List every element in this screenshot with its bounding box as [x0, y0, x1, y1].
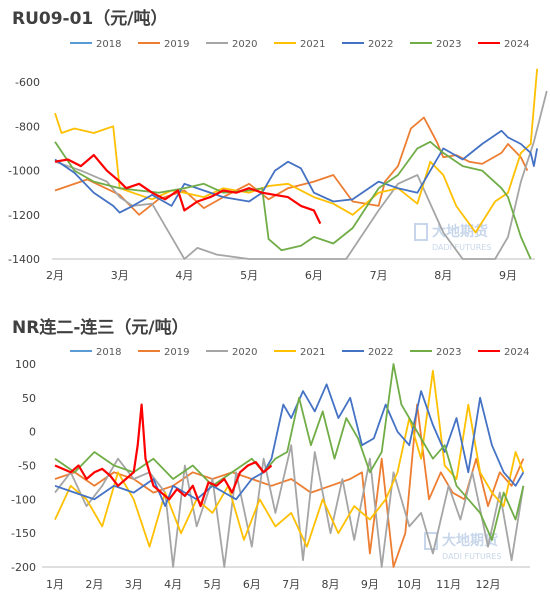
series-line-2021 — [54, 369, 525, 548]
y-tick-label: -800 — [15, 120, 40, 133]
chart-title: NR连二-连三（元/吨） — [12, 317, 189, 338]
legend-label: 2022 — [368, 347, 393, 358]
watermark-subtext: DADI FUTURES — [432, 243, 491, 252]
series-line-2021 — [54, 68, 538, 234]
x-tick-label: 3月 — [111, 269, 129, 282]
legend-label: 2020 — [232, 39, 257, 50]
y-tick-label: -100 — [11, 493, 36, 506]
legend-label: 2024 — [504, 39, 529, 50]
series-line-2020 — [54, 444, 525, 568]
legend-label: 2022 — [368, 39, 393, 50]
series-line-2022 — [54, 383, 525, 508]
chart-nr-spread: NR连二-连三（元/吨） 2018 2019 2020 2021 2022 2023 202… — [11, 317, 530, 591]
legend-label: 2019 — [164, 347, 189, 358]
x-tick-label: 7月 — [282, 578, 300, 591]
x-tick-label: 12月 — [476, 578, 501, 591]
chart-legend: 2018 2019 2020 2021 2022 2023 2024 — [70, 347, 529, 358]
legend-label: 2021 — [300, 347, 325, 358]
x-tick-label: 11月 — [436, 578, 461, 591]
y-tick-label: -1000 — [8, 165, 40, 178]
y-tick-label: -600 — [15, 76, 40, 89]
y-tick-label: -1400 — [8, 253, 40, 266]
x-tick-label: 8月 — [434, 269, 452, 282]
chart-legend: 2018 2019 2020 2021 2022 2023 2024 — [70, 39, 529, 50]
x-tick-label: 2月 — [85, 578, 103, 591]
legend-label: 2023 — [436, 347, 461, 358]
watermark-logo-icon — [414, 223, 428, 241]
x-tick-label: 5月 — [203, 578, 221, 591]
legend-label: 2020 — [232, 347, 257, 358]
x-tick-label: 7月 — [370, 269, 388, 282]
watermark-subtext: DADI FUTURES — [442, 552, 501, 561]
series-line-2022 — [54, 129, 538, 214]
x-tick-label: 2月 — [46, 269, 64, 282]
x-tick-label: 1月 — [46, 578, 64, 591]
y-tick-label: 0 — [29, 426, 36, 439]
axis-ticks: -600 -800 -1000 -1200 -1400 2月 3月 4月 5月 6月 7月 8月 9月 — [8, 76, 517, 282]
y-tick-label: -200 — [11, 561, 36, 574]
y-tick-label: -1200 — [8, 209, 40, 222]
legend-label: 2018 — [96, 347, 121, 358]
chart-title: RU09-01（元/吨） — [12, 8, 167, 29]
series-group — [54, 363, 525, 568]
legend-label: 2019 — [164, 39, 189, 50]
x-tick-label: 8月 — [322, 578, 340, 591]
x-tick-label: 9月 — [361, 578, 379, 591]
y-tick-label: 100 — [15, 358, 36, 371]
series-line-2020 — [54, 90, 548, 260]
x-tick-label: 6月 — [305, 269, 323, 282]
y-tick-label: -150 — [11, 527, 36, 540]
legend-label: 2024 — [504, 347, 529, 358]
series-line-2024 — [54, 154, 322, 225]
y-tick-label: -50 — [18, 460, 36, 473]
y-tick-label: 50 — [22, 392, 36, 405]
series-line-2023 — [54, 363, 525, 541]
axis-ticks: 100 50 0 -50 -100 -150 -200 1月 2月 3月 4月 5月 6月 7月 8月 9月 1… — [11, 358, 500, 591]
x-tick-label: 9月 — [499, 269, 517, 282]
chart-ru09-01: RU09-01（元/吨） 2018 2019 2020 2021 2022 2023 202… — [8, 8, 548, 282]
watermark: 大地期货 DADI FUTURES — [414, 223, 491, 252]
legend-label: 2021 — [300, 39, 325, 50]
legend-label: 2023 — [436, 39, 461, 50]
x-tick-label: 4月 — [175, 269, 193, 282]
watermark-text: 大地期货 — [442, 532, 498, 549]
series-line-2024 — [54, 403, 273, 508]
series-group — [54, 68, 548, 260]
x-tick-label: 4月 — [164, 578, 182, 591]
legend-label: 2018 — [96, 39, 121, 50]
x-tick-label: 5月 — [240, 269, 258, 282]
x-tick-label: 10月 — [397, 578, 422, 591]
x-tick-label: 3月 — [125, 578, 143, 591]
x-tick-label: 6月 — [243, 578, 261, 591]
series-line-2019 — [54, 403, 525, 568]
